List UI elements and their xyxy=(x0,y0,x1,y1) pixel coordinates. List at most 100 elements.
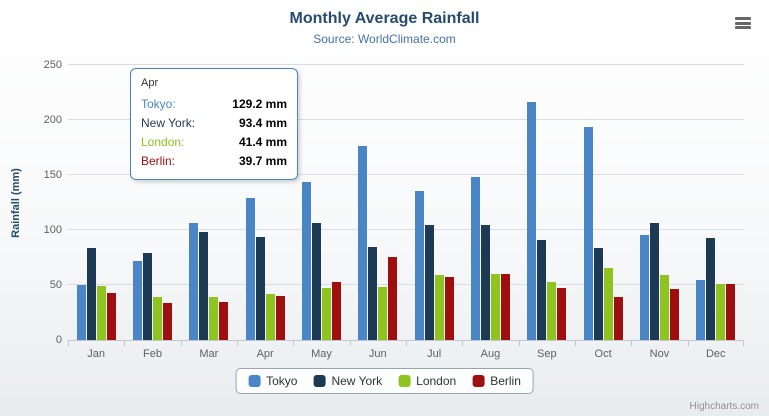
x-axis-label: Jul xyxy=(427,348,442,360)
bar-tokyo[interactable] xyxy=(414,190,424,340)
bar-group-may xyxy=(293,65,349,340)
bar-berlin[interactable] xyxy=(219,302,229,340)
bar-london[interactable] xyxy=(434,275,444,340)
bar-group-apr xyxy=(237,65,293,340)
bar-london[interactable] xyxy=(490,274,500,340)
bars-container xyxy=(68,65,744,340)
bar-london[interactable] xyxy=(603,268,613,340)
bar-london[interactable] xyxy=(96,286,106,340)
bar-new-york[interactable] xyxy=(255,237,265,340)
bar-group-jun xyxy=(350,65,406,340)
tooltip-series-value: 39.7 mm xyxy=(238,154,287,168)
gridline xyxy=(68,229,744,230)
bar-london[interactable] xyxy=(659,274,669,340)
bar-new-york[interactable] xyxy=(368,247,378,340)
bar-new-york[interactable] xyxy=(199,231,209,340)
hamburger-icon xyxy=(735,26,751,29)
bar-group-jan xyxy=(68,65,124,340)
bar-tokyo[interactable] xyxy=(132,261,142,340)
legend-item-berlin[interactable]: Berlin xyxy=(472,374,521,388)
legend-swatch xyxy=(472,375,485,387)
credits-link[interactable]: Highcharts.com xyxy=(689,401,759,412)
y-axis-labels: 0 50 100 150 200 250 xyxy=(22,59,62,346)
y-axis-label: 150 xyxy=(43,169,62,181)
bar-berlin[interactable] xyxy=(444,276,454,340)
bar-tokyo[interactable] xyxy=(301,181,311,340)
gridline xyxy=(68,119,744,120)
bar-london[interactable] xyxy=(209,296,219,340)
x-axis-labels: Jan Feb Mar Apr May Jun Jul Aug Sep Oct Nov Dec xyxy=(68,348,744,360)
bar-group-dec xyxy=(688,65,744,340)
bar-new-york[interactable] xyxy=(311,223,321,340)
bar-berlin[interactable] xyxy=(669,288,679,340)
axis-tick xyxy=(68,341,69,346)
export-menu-button[interactable] xyxy=(733,15,753,31)
bar-group-feb xyxy=(124,65,180,340)
plot-area xyxy=(68,64,744,341)
x-axis-label: Jun xyxy=(368,348,387,360)
bar-new-york[interactable] xyxy=(86,248,96,340)
y-axis-label: 200 xyxy=(43,114,62,126)
bar-berlin[interactable] xyxy=(500,273,510,340)
hamburger-icon xyxy=(735,17,751,20)
legend-swatch xyxy=(248,375,261,387)
bar-new-york[interactable] xyxy=(706,238,716,340)
bar-berlin[interactable] xyxy=(557,287,567,340)
bar-berlin[interactable] xyxy=(106,293,116,340)
bar-berlin[interactable] xyxy=(162,303,172,340)
bar-london[interactable] xyxy=(716,283,726,340)
axis-tick xyxy=(293,341,295,346)
bar-tokyo[interactable] xyxy=(639,234,649,340)
gridline xyxy=(68,64,744,65)
tooltip: Apr Tokyo: 129.2 mm New York: 93.4 mm London… xyxy=(130,68,298,180)
legend-label: Tokyo xyxy=(266,374,298,388)
tooltip-rows: Tokyo: 129.2 mm New York: 93.4 mm London: 41.… xyxy=(141,95,287,171)
tooltip-row: London: 41.4 mm xyxy=(141,133,287,152)
tooltip-series-name: London: xyxy=(141,135,185,149)
legend-item-london[interactable]: London xyxy=(398,374,456,388)
x-axis-label: Dec xyxy=(705,348,726,360)
bar-new-york[interactable] xyxy=(537,239,547,340)
bar-new-york[interactable] xyxy=(424,224,434,340)
bar-tokyo[interactable] xyxy=(76,285,86,340)
bar-berlin[interactable] xyxy=(275,296,285,340)
bar-tokyo[interactable] xyxy=(358,146,368,340)
tooltip-series-name: New York: xyxy=(141,116,196,130)
bar-london[interactable] xyxy=(378,286,388,340)
bar-tokyo[interactable] xyxy=(696,280,706,340)
bar-london[interactable] xyxy=(265,294,275,340)
tooltip-row: New York: 93.4 mm xyxy=(141,114,287,133)
y-axis-label: 0 xyxy=(55,334,62,346)
x-axis-label: Apr xyxy=(256,348,274,360)
legend-label: New York xyxy=(331,374,383,388)
bar-tokyo[interactable] xyxy=(189,222,199,340)
legend-item-new-york[interactable]: New York xyxy=(313,374,382,388)
bar-tokyo[interactable] xyxy=(470,176,480,340)
x-axis-label: Oct xyxy=(594,348,612,360)
bar-berlin[interactable] xyxy=(388,256,398,340)
bar-new-york[interactable] xyxy=(593,248,603,340)
bar-london[interactable] xyxy=(547,282,557,340)
tooltip-series-name: Berlin: xyxy=(141,154,176,168)
y-axis-label: 250 xyxy=(43,59,62,71)
bar-berlin[interactable] xyxy=(331,282,341,340)
bar-new-york[interactable] xyxy=(142,253,152,340)
bar-berlin[interactable] xyxy=(613,297,623,340)
gridline xyxy=(68,174,744,175)
bar-new-york[interactable] xyxy=(480,225,490,340)
bar-tokyo[interactable] xyxy=(583,126,593,340)
chart-title: Monthly Average Rainfall xyxy=(289,10,480,27)
bar-new-york[interactable] xyxy=(649,222,659,340)
legend-item-tokyo[interactable]: Tokyo xyxy=(248,374,297,388)
legend-label: London xyxy=(416,374,457,388)
bar-london[interactable] xyxy=(321,288,331,340)
x-axis-label: Sep xyxy=(537,348,557,360)
bar-tokyo[interactable] xyxy=(245,197,255,340)
bar-berlin[interactable] xyxy=(726,283,736,340)
axis-tick xyxy=(406,341,407,346)
bar-london[interactable] xyxy=(152,297,162,340)
chart-subtitle: Source: WorldClimate.com xyxy=(313,32,456,46)
axis-tick xyxy=(687,341,689,346)
bar-tokyo[interactable] xyxy=(527,101,537,340)
